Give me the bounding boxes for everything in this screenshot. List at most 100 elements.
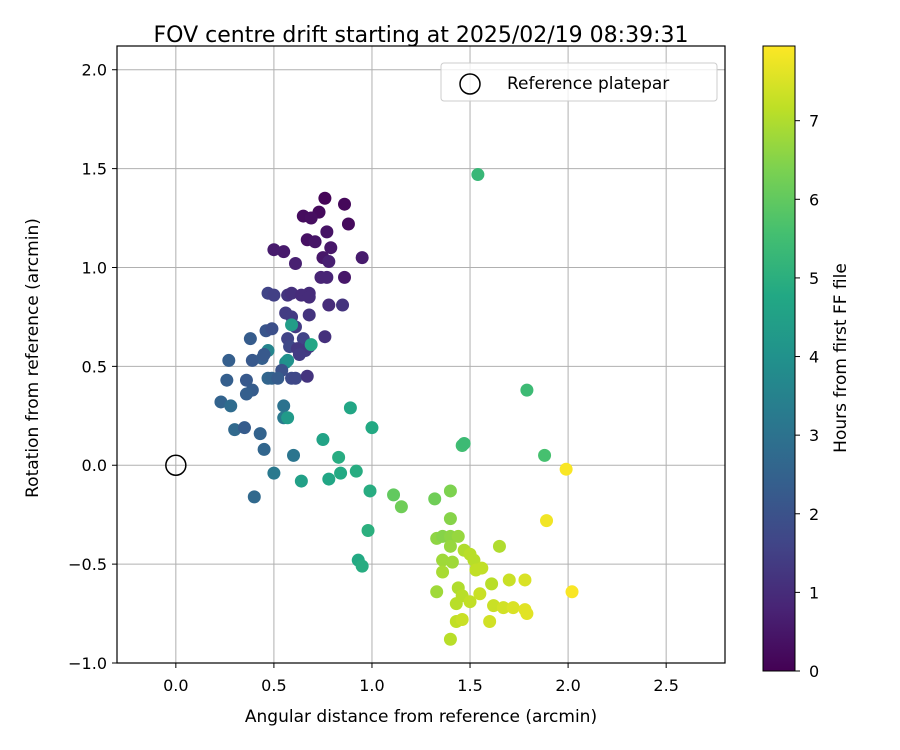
data-point (451, 529, 465, 543)
data-point (302, 290, 316, 304)
colorbar-tick-label: 2 (809, 505, 819, 524)
data-point (343, 401, 357, 415)
y-tick-label: 1.5 (82, 160, 107, 179)
data-point (320, 270, 334, 284)
data-point (267, 466, 281, 480)
data-point (338, 270, 352, 284)
data-point (436, 553, 450, 567)
data-point (318, 330, 332, 344)
data-point (288, 371, 302, 385)
colorbar-tick-label: 6 (809, 190, 819, 209)
data-point (265, 322, 279, 336)
data-point (473, 587, 487, 601)
y-axis-ticks: −1.0 −0.5 0.0 0.5 1.0 1.5 2.0 (68, 61, 117, 673)
data-point (308, 235, 322, 249)
data-point (324, 241, 338, 255)
colorbar-label: Hours from first FF file (831, 263, 851, 453)
data-point (540, 514, 554, 528)
data-point (224, 399, 238, 413)
x-tick-label: 2.0 (555, 676, 580, 695)
plot-frame (116, 45, 726, 664)
data-point (243, 332, 257, 346)
x-tick-label: 0.5 (261, 676, 286, 695)
data-point (502, 573, 516, 587)
colorbar: 0 1 2 3 4 5 6 7 Hours from first FF file (762, 45, 851, 681)
data-point (245, 353, 259, 367)
data-point (443, 512, 457, 526)
data-point (292, 348, 306, 361)
data-point (485, 577, 499, 591)
data-point (253, 427, 267, 441)
data-point (304, 211, 318, 225)
data-point (428, 492, 442, 506)
data-point (302, 308, 316, 322)
reference-platepar-marker (165, 454, 187, 476)
data-point (430, 585, 444, 599)
y-tick-label: 2.0 (82, 61, 107, 80)
data-point (443, 539, 457, 553)
data-point (496, 601, 510, 615)
data-point (222, 353, 236, 367)
data-point (455, 612, 469, 626)
data-point (363, 484, 377, 498)
y-tick-label: 1.0 (82, 258, 107, 277)
colorbar-tick-label: 4 (809, 348, 819, 367)
colorbar-tick-label: 5 (809, 269, 819, 288)
data-point (336, 298, 350, 312)
x-tick-label: 0.0 (163, 676, 188, 695)
x-axis-ticks: 0.0 0.5 1.0 1.5 2.0 2.5 (163, 663, 679, 695)
data-point (457, 436, 471, 450)
data-point (316, 433, 330, 447)
data-point (559, 462, 573, 476)
colorbar-ticks: 0 1 2 3 4 5 6 7 (795, 112, 819, 681)
data-point (257, 442, 271, 456)
data-point (322, 255, 336, 269)
legend-label: Reference platepar (507, 74, 669, 94)
data-point (483, 614, 497, 628)
x-tick-label: 2.5 (653, 676, 678, 695)
data-point (247, 490, 261, 504)
data-point (281, 411, 295, 425)
data-point (277, 399, 291, 413)
grid-lines (117, 46, 725, 664)
y-tick-label: −1.0 (68, 654, 107, 673)
y-tick-label: −0.5 (68, 555, 107, 574)
colorbar-tick-label: 0 (809, 662, 819, 681)
data-point (520, 607, 534, 621)
data-point (281, 353, 295, 367)
data-point (322, 472, 336, 486)
data-point (355, 251, 369, 265)
colorbar-tick-label: 3 (809, 426, 819, 445)
data-point (294, 474, 308, 488)
data-point (300, 369, 314, 383)
data-point (445, 555, 459, 569)
data-point (214, 395, 228, 409)
data-point (365, 421, 379, 435)
data-point (341, 217, 355, 231)
data-point (349, 464, 363, 478)
data-point (471, 168, 485, 182)
data-point (237, 421, 251, 435)
data-point (538, 448, 552, 462)
colorbar-gradient (762, 45, 796, 672)
y-tick-label: 0.5 (82, 357, 107, 376)
colorbar-tick-label: 7 (809, 112, 819, 131)
data-point (285, 286, 299, 300)
y-tick-label: 0.0 (82, 456, 107, 475)
data-point (436, 565, 450, 579)
data-point (394, 500, 408, 514)
data-point (355, 559, 369, 573)
data-point (318, 191, 332, 205)
data-point (271, 371, 285, 385)
data-point (475, 561, 489, 575)
data-point (267, 243, 281, 257)
data-point (239, 373, 253, 387)
data-point (492, 539, 506, 553)
data-point (287, 448, 301, 462)
chart-title: FOV centre drift starting at 2025/02/19 … (154, 23, 689, 48)
x-axis-label: Angular distance from reference (arcmin) (245, 707, 597, 727)
data-point (239, 387, 253, 401)
data-point (463, 595, 477, 609)
data-point (487, 599, 501, 613)
